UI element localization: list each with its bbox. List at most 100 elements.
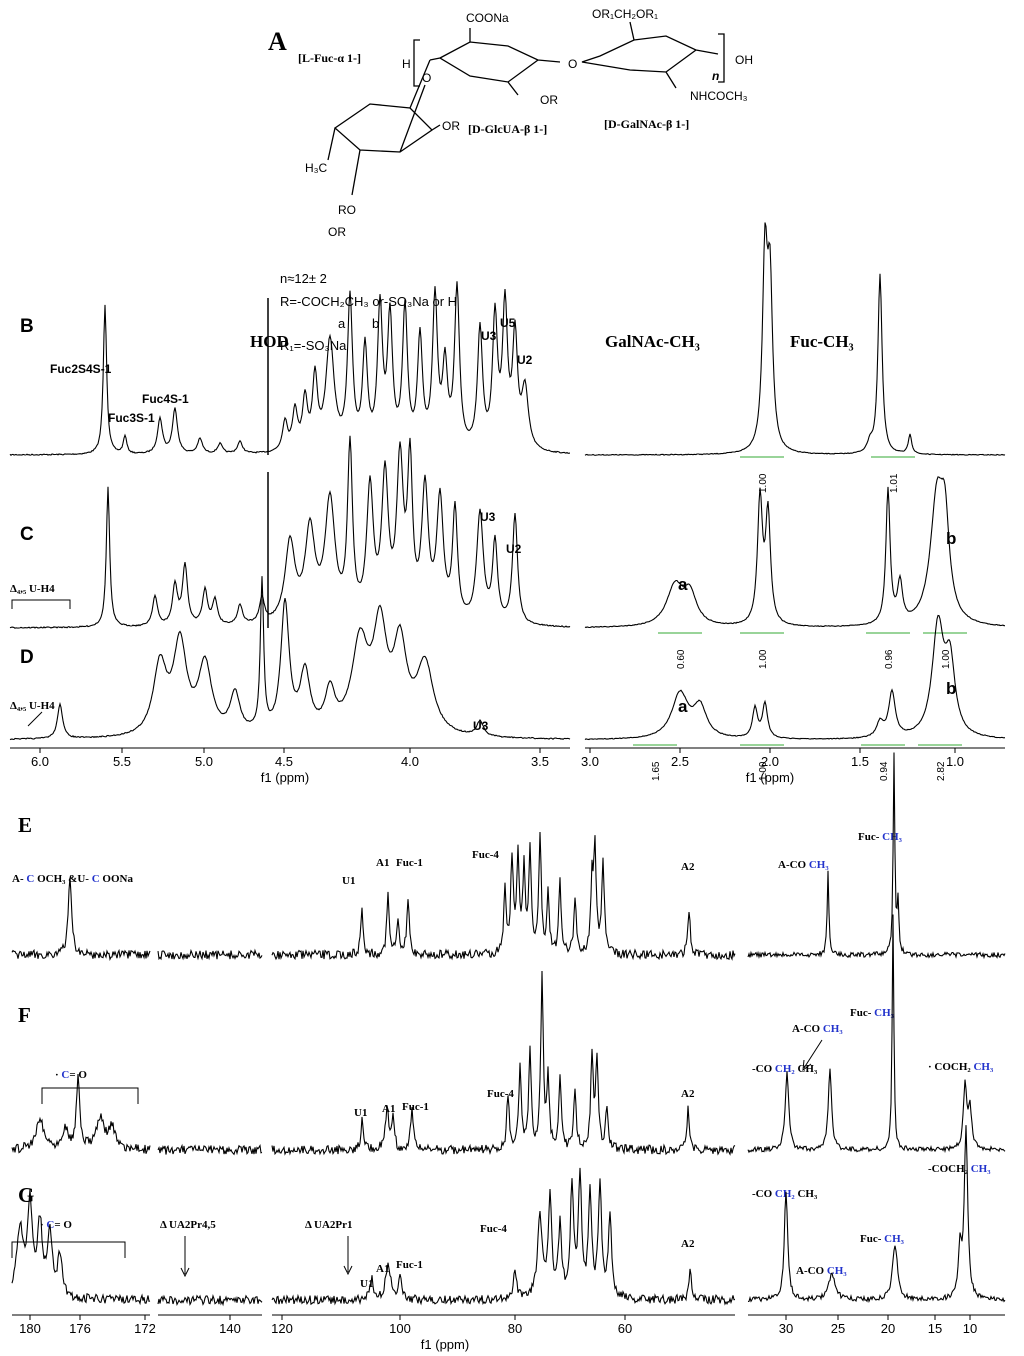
arrow [343,1236,353,1276]
atom-label: OR [328,225,346,239]
spectrum [271,831,736,961]
tick-label: 80 [508,1321,522,1336]
label-part: · [40,1219,46,1231]
peak-label: · C= O [55,1069,87,1081]
label-part: A-CO [792,1023,823,1035]
bracket-marks [11,599,823,1278]
label-part: A2 [681,1238,695,1250]
integral-value: 0.94 [879,761,890,781]
atom-label: O [422,71,431,85]
integral-value: 0.96 [884,649,895,669]
peak-label: U3 [481,329,497,343]
spectrum [584,476,1005,629]
spectrum [9,576,571,741]
atom-label: n [712,69,719,83]
tick-label: 100 [389,1321,411,1336]
tick-label: 30 [779,1321,793,1336]
peak-label: -CO CH₂ CH₃ [752,1188,818,1200]
integral-value: 1.00 [758,473,769,493]
label-part: A1 [382,1103,395,1115]
tick-label: 180 [19,1321,41,1336]
tick-label: 140 [219,1321,241,1336]
label-part: C [26,873,34,885]
tick-label: 2.5 [671,754,689,769]
residue-label: [D-GlcUA-β 1-] [468,122,547,136]
group-label: H₃C [305,161,328,175]
arrow [27,711,43,727]
label-part: CH₃ [795,1063,818,1075]
peak-label: Δ UA2Pr1 [305,1219,353,1231]
label-part: Δ UA2Pr1 [305,1219,353,1231]
peak-label: b [946,679,956,698]
peak-label: A2 [681,1088,695,1100]
label-part: U1 [354,1107,367,1119]
label-part: · COCH₂ [928,1061,973,1073]
atom-label: O [568,57,577,71]
spectrum [584,222,1006,456]
label-part: CH₃ [884,1233,905,1245]
label-part: Δ UA2Pr4,5 [160,1219,216,1231]
peak-label: U1 [342,875,355,887]
label-part: CH₃ [827,1265,848,1277]
peak-label: Fuc-4 [487,1088,514,1100]
tick-label: 1.0 [946,754,964,769]
tick-label: 3.0 [581,754,599,769]
peak-label: A1 [376,1263,389,1275]
integral-value: 1.01 [889,473,900,493]
label-part: CH₃ [795,1188,818,1200]
tick-label: 4.0 [401,754,419,769]
peak-label: · COCH₂ CH₃ [928,1061,994,1073]
label-part: Fuc-4 [472,849,499,861]
spectrum [747,914,1006,1154]
note: a [338,316,346,331]
peak-label: -COCH₂ CH₃ [928,1163,991,1175]
peak-label: A-CO CH₃ [778,859,829,871]
axis-label: f1 (ppm) [421,1337,469,1352]
arrow [802,1039,823,1072]
peak-label: Δ₄,₅ U-H4 [10,700,55,712]
spectrum [157,948,263,961]
peak-label: · C= O [40,1219,72,1231]
label-part: OCH₃ &U- [34,873,91,885]
label-part: Fuc-1 [396,857,423,869]
panel-letter: C [20,524,34,545]
label-part: -CO [752,1063,775,1075]
label-part: A-CO [796,1265,827,1277]
tick-label: 60 [618,1321,632,1336]
group-label: COONa [466,11,509,25]
label-part: CH₃ [971,1163,992,1175]
peak-label: Fuc-4 [480,1223,507,1235]
atom-label: OR [442,119,460,133]
tick-label: 176 [69,1321,91,1336]
peak-label: U2 [506,542,522,556]
peak-label: U5 [500,316,516,330]
atom-label: OH [735,53,753,67]
note: n≈12± 2 [280,271,327,286]
label-part: A1 [376,857,389,869]
peak-label: Fuc-CH₃ [790,332,854,351]
tick-label: 5.5 [113,754,131,769]
panel-letter: A [268,27,287,56]
spectrum [747,752,1006,960]
tick-label: 3.5 [531,754,549,769]
integral-value: 1.65 [651,761,662,781]
spectrum [9,281,571,457]
peak-label: Fuc2S4S-1 [50,362,112,376]
residue-label: [L-Fuc-α 1-] [298,51,361,65]
label-part: A2 [681,1088,695,1100]
integral-value: 1.00 [941,649,952,669]
spectrum [157,1294,263,1307]
peak-label: -CO CH₂ CH₃ [752,1063,818,1075]
label-part: Fuc-4 [480,1223,507,1235]
label-part: Fuc- [860,1233,884,1245]
label-part: A-CO [778,859,809,871]
panel-letter: D [20,647,34,668]
tick-label: 120 [271,1321,293,1336]
tick-label: 5.0 [195,754,213,769]
note: b [372,316,379,331]
structure: A [L-Fuc-α 1-] [D-GlcUA-β 1-] [D-GalNAc-… [268,7,753,353]
peak-label: Fuc- CH₃ [858,831,903,843]
label-part: CH₃ [874,1007,895,1019]
label-part: CH₃ [809,859,830,871]
peak-label: A-CO CH₃ [796,1265,847,1277]
